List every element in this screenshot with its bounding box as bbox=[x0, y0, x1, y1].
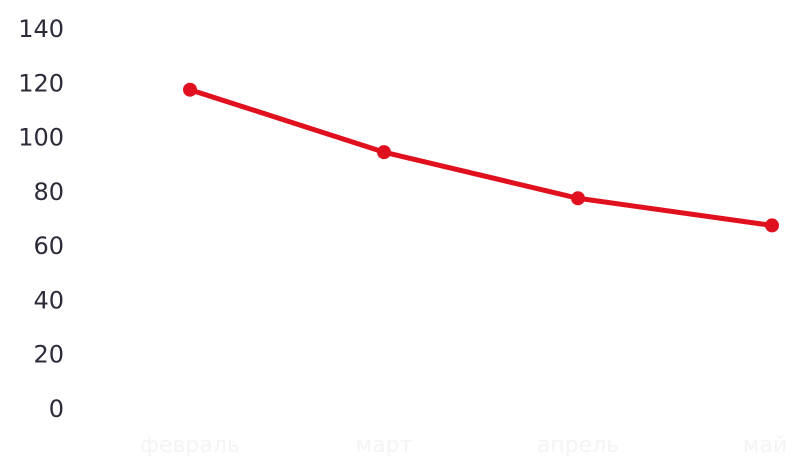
data-point bbox=[377, 145, 391, 160]
y-axis: 0 20 40 60 80 100 120 140 bbox=[18, 15, 64, 423]
x-tick-label: апрель bbox=[537, 433, 619, 458]
y-tick-label: 120 bbox=[18, 69, 64, 97]
y-tick-label: 80 bbox=[33, 178, 64, 206]
x-tick-label: февраль bbox=[140, 433, 240, 458]
y-tick-label: 20 bbox=[33, 341, 64, 369]
data-point bbox=[183, 82, 197, 97]
x-axis: февраль март апрель май bbox=[140, 433, 787, 458]
x-tick-label: март bbox=[356, 433, 413, 458]
y-tick-label: 0 bbox=[49, 395, 64, 423]
y-tick-label: 140 bbox=[18, 15, 64, 43]
x-tick-label: май bbox=[743, 433, 787, 458]
data-point bbox=[571, 191, 585, 206]
series-layer bbox=[183, 82, 779, 233]
y-tick-label: 60 bbox=[33, 232, 64, 260]
y-tick-label: 100 bbox=[18, 124, 64, 152]
y-tick-label: 40 bbox=[33, 286, 64, 314]
series-line bbox=[187, 87, 775, 228]
data-point bbox=[765, 218, 779, 233]
